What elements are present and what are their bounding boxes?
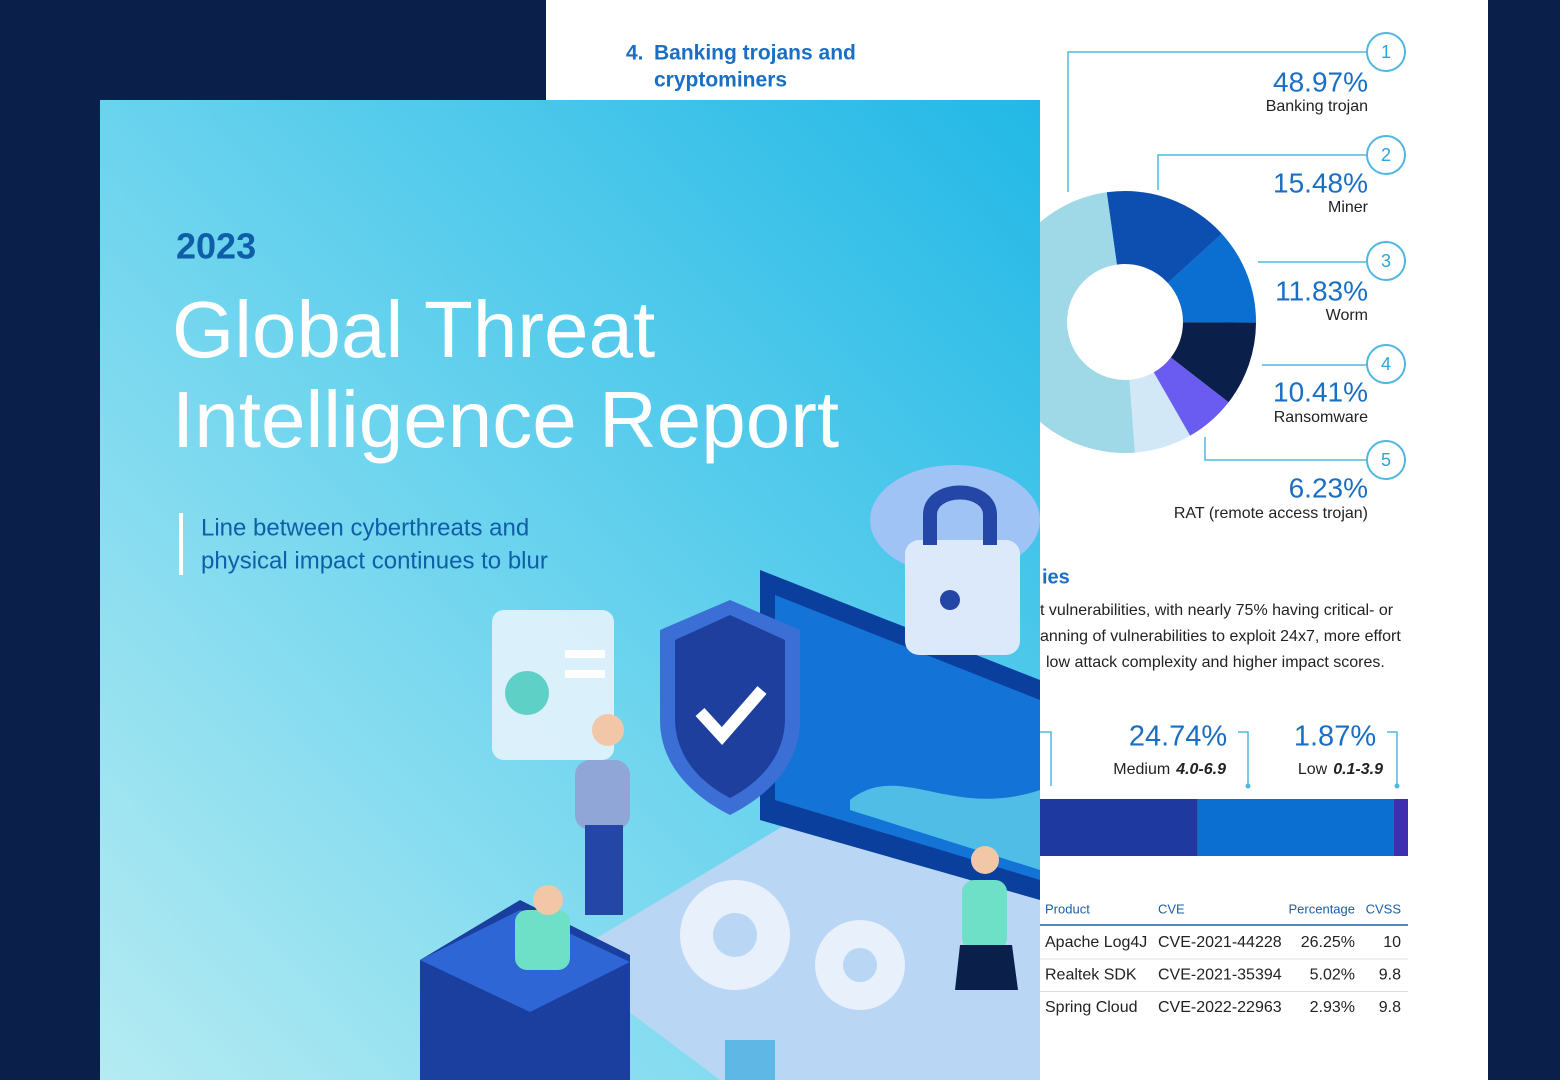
marker-number: 2	[1381, 145, 1391, 165]
table-cell: 26.25%	[1301, 934, 1355, 951]
legend-value: 15.48%	[1273, 167, 1368, 198]
vuln-heading: ies	[1042, 566, 1070, 588]
severity-value: 1.87%	[1294, 721, 1376, 753]
marker-circle	[1366, 440, 1406, 480]
marker-number: 3	[1381, 251, 1391, 271]
illustration	[420, 465, 1040, 1080]
severity-name: Medium 4.0-6.9	[1113, 761, 1226, 778]
severity-bracket	[1387, 731, 1398, 786]
table-cell: Spring Cloud	[1045, 999, 1138, 1016]
vuln-text: anning of vulnerabilities to exploit 24x…	[1040, 628, 1401, 645]
leader-line	[1157, 154, 1366, 190]
bracket-dot	[1245, 783, 1251, 789]
table-header: Percentage	[1289, 901, 1356, 916]
severity-bar-other	[1040, 799, 1198, 856]
cover-year: 2023	[176, 226, 256, 267]
marker-circle	[1366, 32, 1406, 72]
legend-name: Ransomware	[1274, 409, 1368, 426]
leader-line	[1204, 437, 1366, 461]
table-cell: 10	[1383, 934, 1401, 951]
vuln-text: t vulnerabilities, with nearly 75% havin…	[1040, 602, 1394, 619]
subtitle-bar	[179, 513, 183, 575]
marker-number: 4	[1381, 354, 1391, 374]
table-header: Product	[1045, 901, 1090, 916]
cover-subtitle: physical impact continues to blur	[201, 547, 548, 574]
legend-value: 48.97%	[1273, 66, 1368, 97]
severity-name: Low 0.1-3.9	[1298, 761, 1383, 778]
table-cell: CVE-2022-22963	[1158, 999, 1282, 1016]
table-cell: CVE-2021-35394	[1158, 967, 1282, 984]
table-cell: 9.8	[1379, 967, 1401, 984]
table-cell: Apache Log4J	[1045, 934, 1147, 951]
section-title: Banking trojans and	[654, 42, 856, 65]
cover-title: Global Threat	[172, 285, 655, 374]
cve-table: Product CVE Percentage CVSS Apache Log4J CVE-…	[1040, 901, 1408, 1016]
legend-name: RAT (remote access trojan)	[1174, 505, 1368, 522]
legend-value: 10.41%	[1273, 376, 1368, 407]
bracket-dot	[1394, 783, 1400, 789]
donut-segment	[1167, 233, 1257, 323]
legend-name: Miner	[1328, 199, 1369, 216]
cover: 2023 Global Threat Intelligence Report L…	[100, 100, 1040, 1080]
table-cell: 2.93%	[1310, 999, 1355, 1016]
section-number: 4.	[626, 42, 644, 65]
table-cell: 9.8	[1379, 999, 1401, 1016]
leader-line	[1067, 51, 1366, 192]
marker-circle	[1366, 241, 1406, 281]
cover-subtitle: Line between cyberthreats and	[201, 514, 529, 541]
severity-label: Medium	[1113, 761, 1170, 778]
legend-name: Banking trojan	[1266, 98, 1368, 115]
severity-bracket	[1238, 731, 1249, 786]
legend-value: 11.83%	[1275, 275, 1368, 306]
severity-bar	[1393, 799, 1408, 856]
vuln-text: low attack complexity and higher impact …	[1046, 654, 1385, 671]
table-cell: 5.02%	[1310, 967, 1355, 984]
marker-number: 5	[1381, 450, 1391, 470]
severity-value: 24.74%	[1129, 721, 1227, 753]
legend-name: Worm	[1326, 307, 1368, 324]
section-title: cryptominers	[654, 69, 787, 92]
donut-segment	[1106, 191, 1222, 283]
severity-bracket	[1040, 731, 1052, 786]
table-header: CVSS	[1366, 901, 1402, 916]
marker-circle	[1366, 135, 1406, 175]
donut-segment	[1153, 357, 1229, 436]
cover-title: Intelligence Report	[172, 375, 839, 464]
severity-label: Low	[1298, 761, 1328, 778]
severity-range: 4.0-6.9	[1175, 761, 1226, 778]
severity-bar	[1197, 799, 1394, 856]
table-cell: Realtek SDK	[1045, 967, 1137, 984]
severity-range: 0.1-3.9	[1333, 761, 1383, 778]
donut-segment	[1170, 322, 1256, 403]
marker-circle	[1366, 344, 1406, 384]
table-cell: CVE-2021-44228	[1158, 934, 1282, 951]
legend-value: 6.23%	[1289, 472, 1368, 503]
table-header: CVE	[1158, 901, 1185, 916]
marker-number: 1	[1381, 42, 1391, 62]
